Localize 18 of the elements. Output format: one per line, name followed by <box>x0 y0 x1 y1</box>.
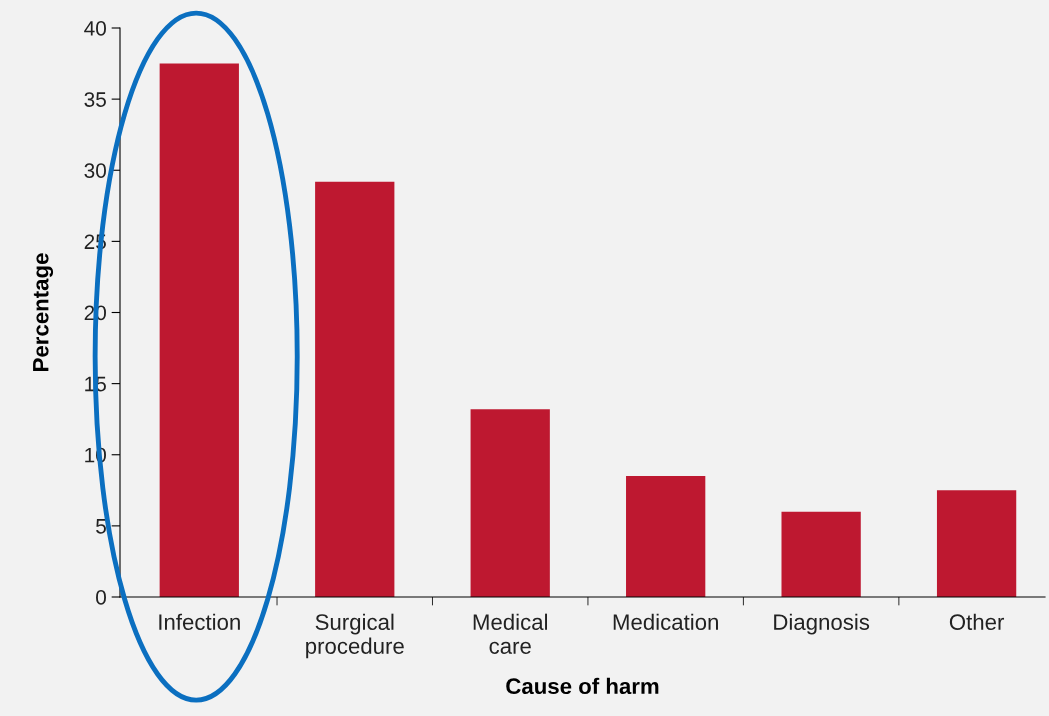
x-tick-label: Medication <box>613 613 718 630</box>
y-tick-label: 5 <box>96 519 106 534</box>
x-tick-label: Other <box>949 613 1005 630</box>
y-tick-label: 40 <box>84 21 106 36</box>
x-tick-label: Surgical procedure <box>306 613 404 659</box>
x-tick-label: Diagnosis <box>774 613 870 635</box>
bar <box>626 476 706 597</box>
bar <box>936 490 1017 597</box>
bar <box>781 511 861 597</box>
bar <box>470 409 550 597</box>
y-tick-label: 35 <box>84 92 106 107</box>
x-axis-title: Cause of harm <box>506 677 659 695</box>
y-tick-label: 30 <box>84 163 106 178</box>
x-tick-label: Infection <box>159 613 240 630</box>
y-tick-label: 0 <box>96 590 106 605</box>
bar <box>315 181 395 597</box>
y-axis-title: Percentage <box>33 253 54 371</box>
x-tick-label: Medical care <box>473 613 548 654</box>
